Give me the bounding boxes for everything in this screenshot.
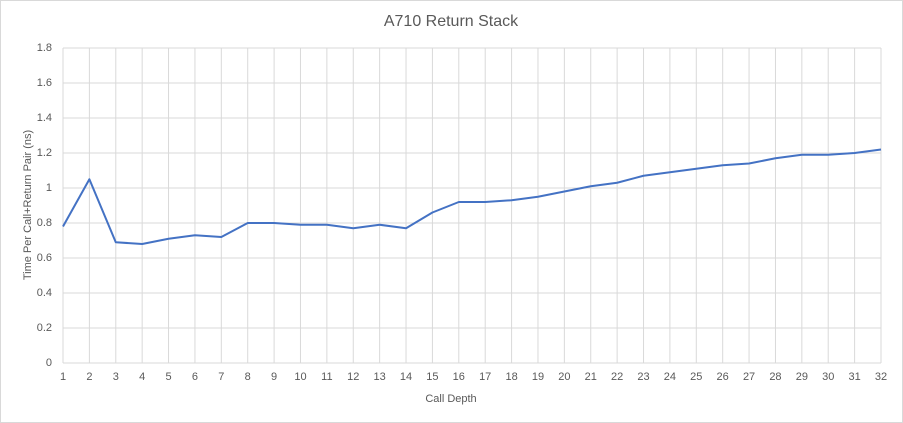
x-tick-label: 20 <box>558 371 570 383</box>
x-tick-label: 29 <box>796 371 808 383</box>
y-axis-label: Time Per Call+Return Pair (ns) <box>22 130 34 280</box>
x-tick-label: 14 <box>400 371 412 383</box>
x-tick-label: 32 <box>875 371 887 383</box>
x-tick-label: 27 <box>743 371 755 383</box>
x-tick-label: 13 <box>374 371 386 383</box>
x-tick-label: 19 <box>532 371 544 383</box>
data-line <box>62 148 882 245</box>
x-axis-label: Call Depth <box>425 393 476 405</box>
x-tick-label: 9 <box>271 371 277 383</box>
y-tick-label: 0.8 <box>37 217 52 229</box>
x-tick-label: 2 <box>86 371 92 383</box>
chart-title: A710 Return Stack <box>384 13 519 30</box>
x-tick-label: 16 <box>453 371 465 383</box>
x-tick-label: 5 <box>165 371 171 383</box>
x-tick-label: 28 <box>769 371 781 383</box>
y-tick-label: 1.6 <box>37 77 52 89</box>
x-tick-label: 25 <box>690 371 702 383</box>
x-tick-label: 22 <box>611 371 623 383</box>
x-tick-label: 3 <box>113 371 119 383</box>
y-tick-label: 1.2 <box>37 147 52 159</box>
x-tick-label: 10 <box>294 371 306 383</box>
y-tick-label: 0.4 <box>37 287 52 299</box>
x-tick-label: 6 <box>192 371 198 383</box>
y-tick-label: 0 <box>46 357 52 369</box>
x-tick-label: 7 <box>218 371 224 383</box>
x-tick-label: 8 <box>245 371 251 383</box>
y-tick-label: 1.4 <box>37 112 52 124</box>
x-tick-label: 21 <box>585 371 597 383</box>
y-tick-label: 1.8 <box>37 42 52 54</box>
x-tick-label: 17 <box>479 371 491 383</box>
x-tick-label: 23 <box>637 371 649 383</box>
x-tick-label: 31 <box>848 371 860 383</box>
x-tick-label: 15 <box>426 371 438 383</box>
x-tick-label: 11 <box>321 371 332 383</box>
x-tick-label: 30 <box>822 371 834 383</box>
x-tick-label: 4 <box>139 371 145 383</box>
y-tick-label: 0.2 <box>37 322 52 334</box>
x-tick-label: 18 <box>505 371 517 383</box>
x-tick-label: 1 <box>60 371 66 383</box>
y-tick-label: 1 <box>46 182 52 194</box>
x-tick-label: 24 <box>664 371 676 383</box>
x-tick-label: 26 <box>717 371 729 383</box>
y-tick-label: 0.6 <box>37 252 52 264</box>
x-tick-label: 12 <box>347 371 359 383</box>
